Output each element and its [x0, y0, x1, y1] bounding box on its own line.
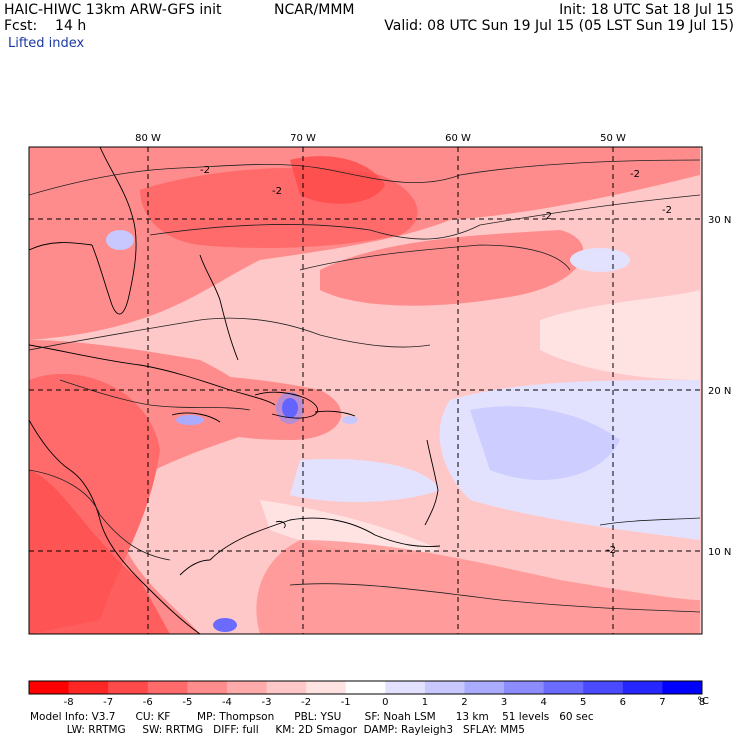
colorbar-unit: °C	[697, 696, 709, 707]
contour-label: -2	[542, 211, 552, 222]
lat-label-20n: 20 N	[708, 386, 731, 397]
lat-label-30n: 30 N	[708, 215, 731, 226]
colorbar-swatch	[68, 681, 109, 694]
graticule	[29, 147, 702, 634]
colorbar-tick-label: 5	[580, 697, 586, 708]
field-name: Lifted index	[8, 36, 85, 51]
colorbar-swatch	[583, 681, 624, 694]
colorbar-swatch	[226, 681, 268, 694]
lon-label-80w: 80 W	[135, 133, 161, 144]
colorbar-tick-label: 2	[461, 697, 467, 708]
colorbar-swatch	[543, 681, 584, 694]
organization: NCAR/MMM	[274, 2, 355, 18]
forecast-hour: Fcst: 14 h	[4, 18, 87, 34]
colorbar-tick-label: 8	[699, 697, 705, 708]
colorbar-tick-label: -1	[341, 697, 351, 708]
colorbar-swatch	[385, 681, 426, 694]
colorbar-tick-label: 4	[540, 697, 546, 708]
colorbar-swatch	[424, 681, 465, 694]
colorbar-tick-label: -4	[222, 697, 232, 708]
colorbar-swatch	[266, 681, 307, 694]
colorbar-tick-label: 1	[422, 697, 428, 708]
model-info-line-2: LW: RRTMG SW: RRTMG DIFF: full KM: 2D Sm…	[30, 724, 525, 736]
colorbar-tick-label: -3	[262, 697, 272, 708]
colorbar-tick-label: -2	[301, 697, 311, 708]
colorbar-tick-label: 6	[620, 697, 626, 708]
colorbar: -8 -7 -6 -5 -4 -3 -2 -1 0 1 2 3 4 5 6 7 8	[28, 680, 705, 708]
colorbar-swatch	[147, 681, 188, 694]
colorbar-swatch	[345, 681, 386, 694]
colorbar-swatch	[662, 681, 703, 694]
contour-label: -2	[272, 186, 282, 197]
model-info-line-1: Model Info: V3.7 CU: KF MP: Thompson PBL…	[30, 711, 594, 723]
contour-labels: -2 -2 -2 -2 -2 -2	[200, 165, 672, 556]
contour-lines	[29, 159, 701, 613]
contour-label: -2	[630, 169, 640, 180]
colorbar-swatch	[306, 681, 347, 694]
colorbar-tick-label: -6	[143, 697, 153, 708]
longitude-labels: 80 W 70 W 60 W 50 W	[135, 133, 626, 144]
colorbar-tick-label: -8	[64, 697, 74, 708]
colorbar-tick-label: -5	[182, 697, 192, 708]
colorbar-swatch	[108, 681, 149, 694]
colorbar-swatch	[187, 681, 228, 694]
colorbar-swatch	[464, 681, 505, 694]
valid-time: Valid: 08 UTC Sun 19 Jul 15 (05 LST Sun …	[384, 18, 734, 34]
contour-label: -2	[606, 545, 616, 556]
latitude-labels: 30 N 20 N 10 N	[708, 215, 731, 558]
colorbar-swatch	[622, 681, 663, 694]
contour-label: -2	[662, 205, 672, 216]
model-title: HAIC-HIWC 13km ARW-GFS init	[4, 2, 222, 18]
lon-label-50w: 50 W	[600, 133, 626, 144]
colorbar-tick-label: 7	[659, 697, 665, 708]
colorbar-tick-label: -7	[103, 697, 113, 708]
colorbar-tick-label: 0	[382, 697, 388, 708]
map-frame	[28, 146, 703, 635]
colorbar-tick-label: 3	[501, 697, 507, 708]
lat-label-10n: 10 N	[708, 547, 731, 558]
colorbar-swatch	[29, 681, 70, 694]
lon-label-70w: 70 W	[290, 133, 316, 144]
lon-label-60w: 60 W	[445, 133, 471, 144]
init-time: Init: 18 UTC Sat 18 Jul 15	[559, 2, 734, 18]
colorbar-frame	[28, 680, 703, 695]
contour-label: -2	[200, 165, 210, 176]
colorbar-swatch	[504, 681, 545, 694]
coastlines	[29, 147, 441, 634]
